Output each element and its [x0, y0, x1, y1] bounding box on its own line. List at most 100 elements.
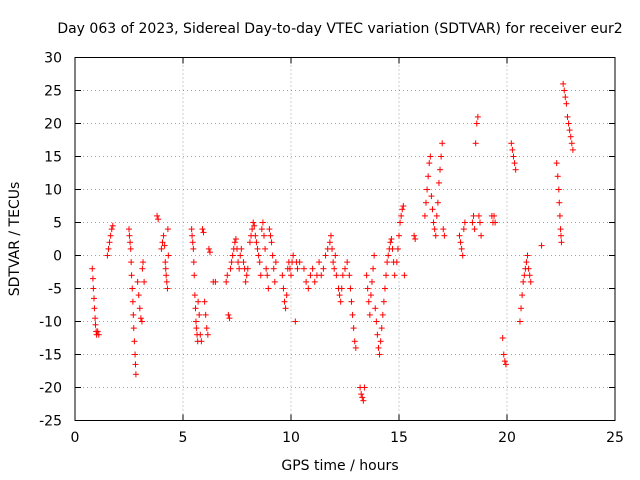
data-point	[263, 265, 270, 272]
data-point	[105, 245, 112, 252]
data-point	[126, 232, 133, 239]
data-point	[309, 265, 316, 272]
data-point	[329, 245, 336, 252]
data-point	[106, 239, 113, 246]
data-point	[394, 245, 401, 252]
data-point	[205, 245, 212, 252]
data-point	[510, 153, 517, 160]
data-point	[518, 305, 525, 312]
data-point	[204, 331, 211, 338]
x-tick-label: 0	[71, 430, 80, 446]
data-point	[162, 265, 169, 272]
data-point	[258, 226, 265, 233]
data-point	[568, 140, 575, 147]
data-point	[509, 146, 516, 153]
data-point	[290, 252, 297, 259]
data-point	[193, 325, 200, 332]
data-point	[349, 311, 356, 318]
data-point	[316, 259, 323, 266]
data-point	[95, 331, 102, 338]
data-point	[560, 80, 567, 87]
data-point	[132, 371, 139, 378]
y-tick-label: -15	[39, 348, 62, 364]
data-point	[400, 203, 407, 209]
data-point	[365, 298, 372, 305]
data-point	[200, 229, 207, 236]
data-point	[92, 321, 99, 328]
data-point	[511, 160, 518, 167]
data-point	[249, 226, 256, 233]
data-point	[109, 222, 116, 229]
data-point	[188, 226, 195, 233]
data-point	[252, 232, 259, 239]
data-point	[421, 212, 428, 219]
data-point	[140, 259, 147, 266]
data-point	[342, 265, 348, 272]
data-point	[242, 278, 249, 285]
data-point	[251, 222, 258, 229]
data-point	[283, 292, 290, 299]
data-point	[372, 305, 379, 312]
data-point	[135, 292, 142, 299]
data-point	[565, 120, 572, 127]
data-point	[523, 259, 530, 266]
data-point	[197, 331, 204, 338]
data-point	[240, 259, 247, 266]
data-point	[192, 318, 199, 325]
data-point	[330, 259, 337, 266]
data-point	[129, 298, 136, 305]
data-point	[89, 265, 96, 272]
data-point	[558, 239, 565, 246]
data-point	[359, 394, 366, 401]
x-tick-label: 15	[390, 430, 408, 446]
data-point	[128, 272, 135, 279]
data-point	[262, 245, 269, 252]
data-point	[457, 239, 464, 246]
data-point	[491, 212, 498, 219]
data-point	[396, 232, 402, 239]
data-point	[237, 252, 244, 259]
data-point	[502, 361, 509, 368]
data-point	[425, 173, 432, 180]
data-point	[165, 252, 172, 259]
data-point	[435, 179, 442, 186]
data-point	[401, 272, 408, 279]
y-tick-label: -10	[39, 315, 62, 331]
data-point	[246, 239, 253, 246]
data-point	[137, 315, 144, 322]
data-point	[264, 272, 271, 279]
data-point	[381, 285, 388, 292]
data-point	[501, 358, 508, 365]
data-point	[159, 239, 166, 246]
data-point	[520, 278, 527, 285]
data-point	[281, 298, 288, 305]
data-point	[129, 285, 136, 292]
data-point	[332, 252, 339, 259]
data-point	[369, 278, 375, 285]
data-point	[562, 94, 569, 101]
data-point	[439, 140, 446, 147]
data-point	[333, 272, 340, 279]
data-point	[267, 232, 274, 239]
data-point	[139, 265, 146, 272]
data-point	[380, 298, 387, 305]
data-point	[538, 242, 545, 249]
data-point	[292, 318, 299, 325]
data-point	[280, 285, 287, 292]
data-point	[163, 272, 170, 279]
y-tick-label: 5	[53, 216, 62, 232]
data-point	[104, 252, 111, 259]
data-point	[94, 328, 101, 335]
data-point	[411, 232, 418, 239]
data-point	[434, 199, 441, 206]
data-point	[458, 245, 465, 252]
data-point	[387, 239, 394, 246]
data-point	[512, 166, 519, 173]
data-point	[131, 338, 138, 345]
data-point	[558, 232, 564, 239]
data-point	[460, 226, 467, 233]
data-point	[226, 315, 233, 322]
data-point	[327, 232, 334, 239]
data-point	[201, 298, 208, 305]
data-point	[279, 272, 286, 279]
